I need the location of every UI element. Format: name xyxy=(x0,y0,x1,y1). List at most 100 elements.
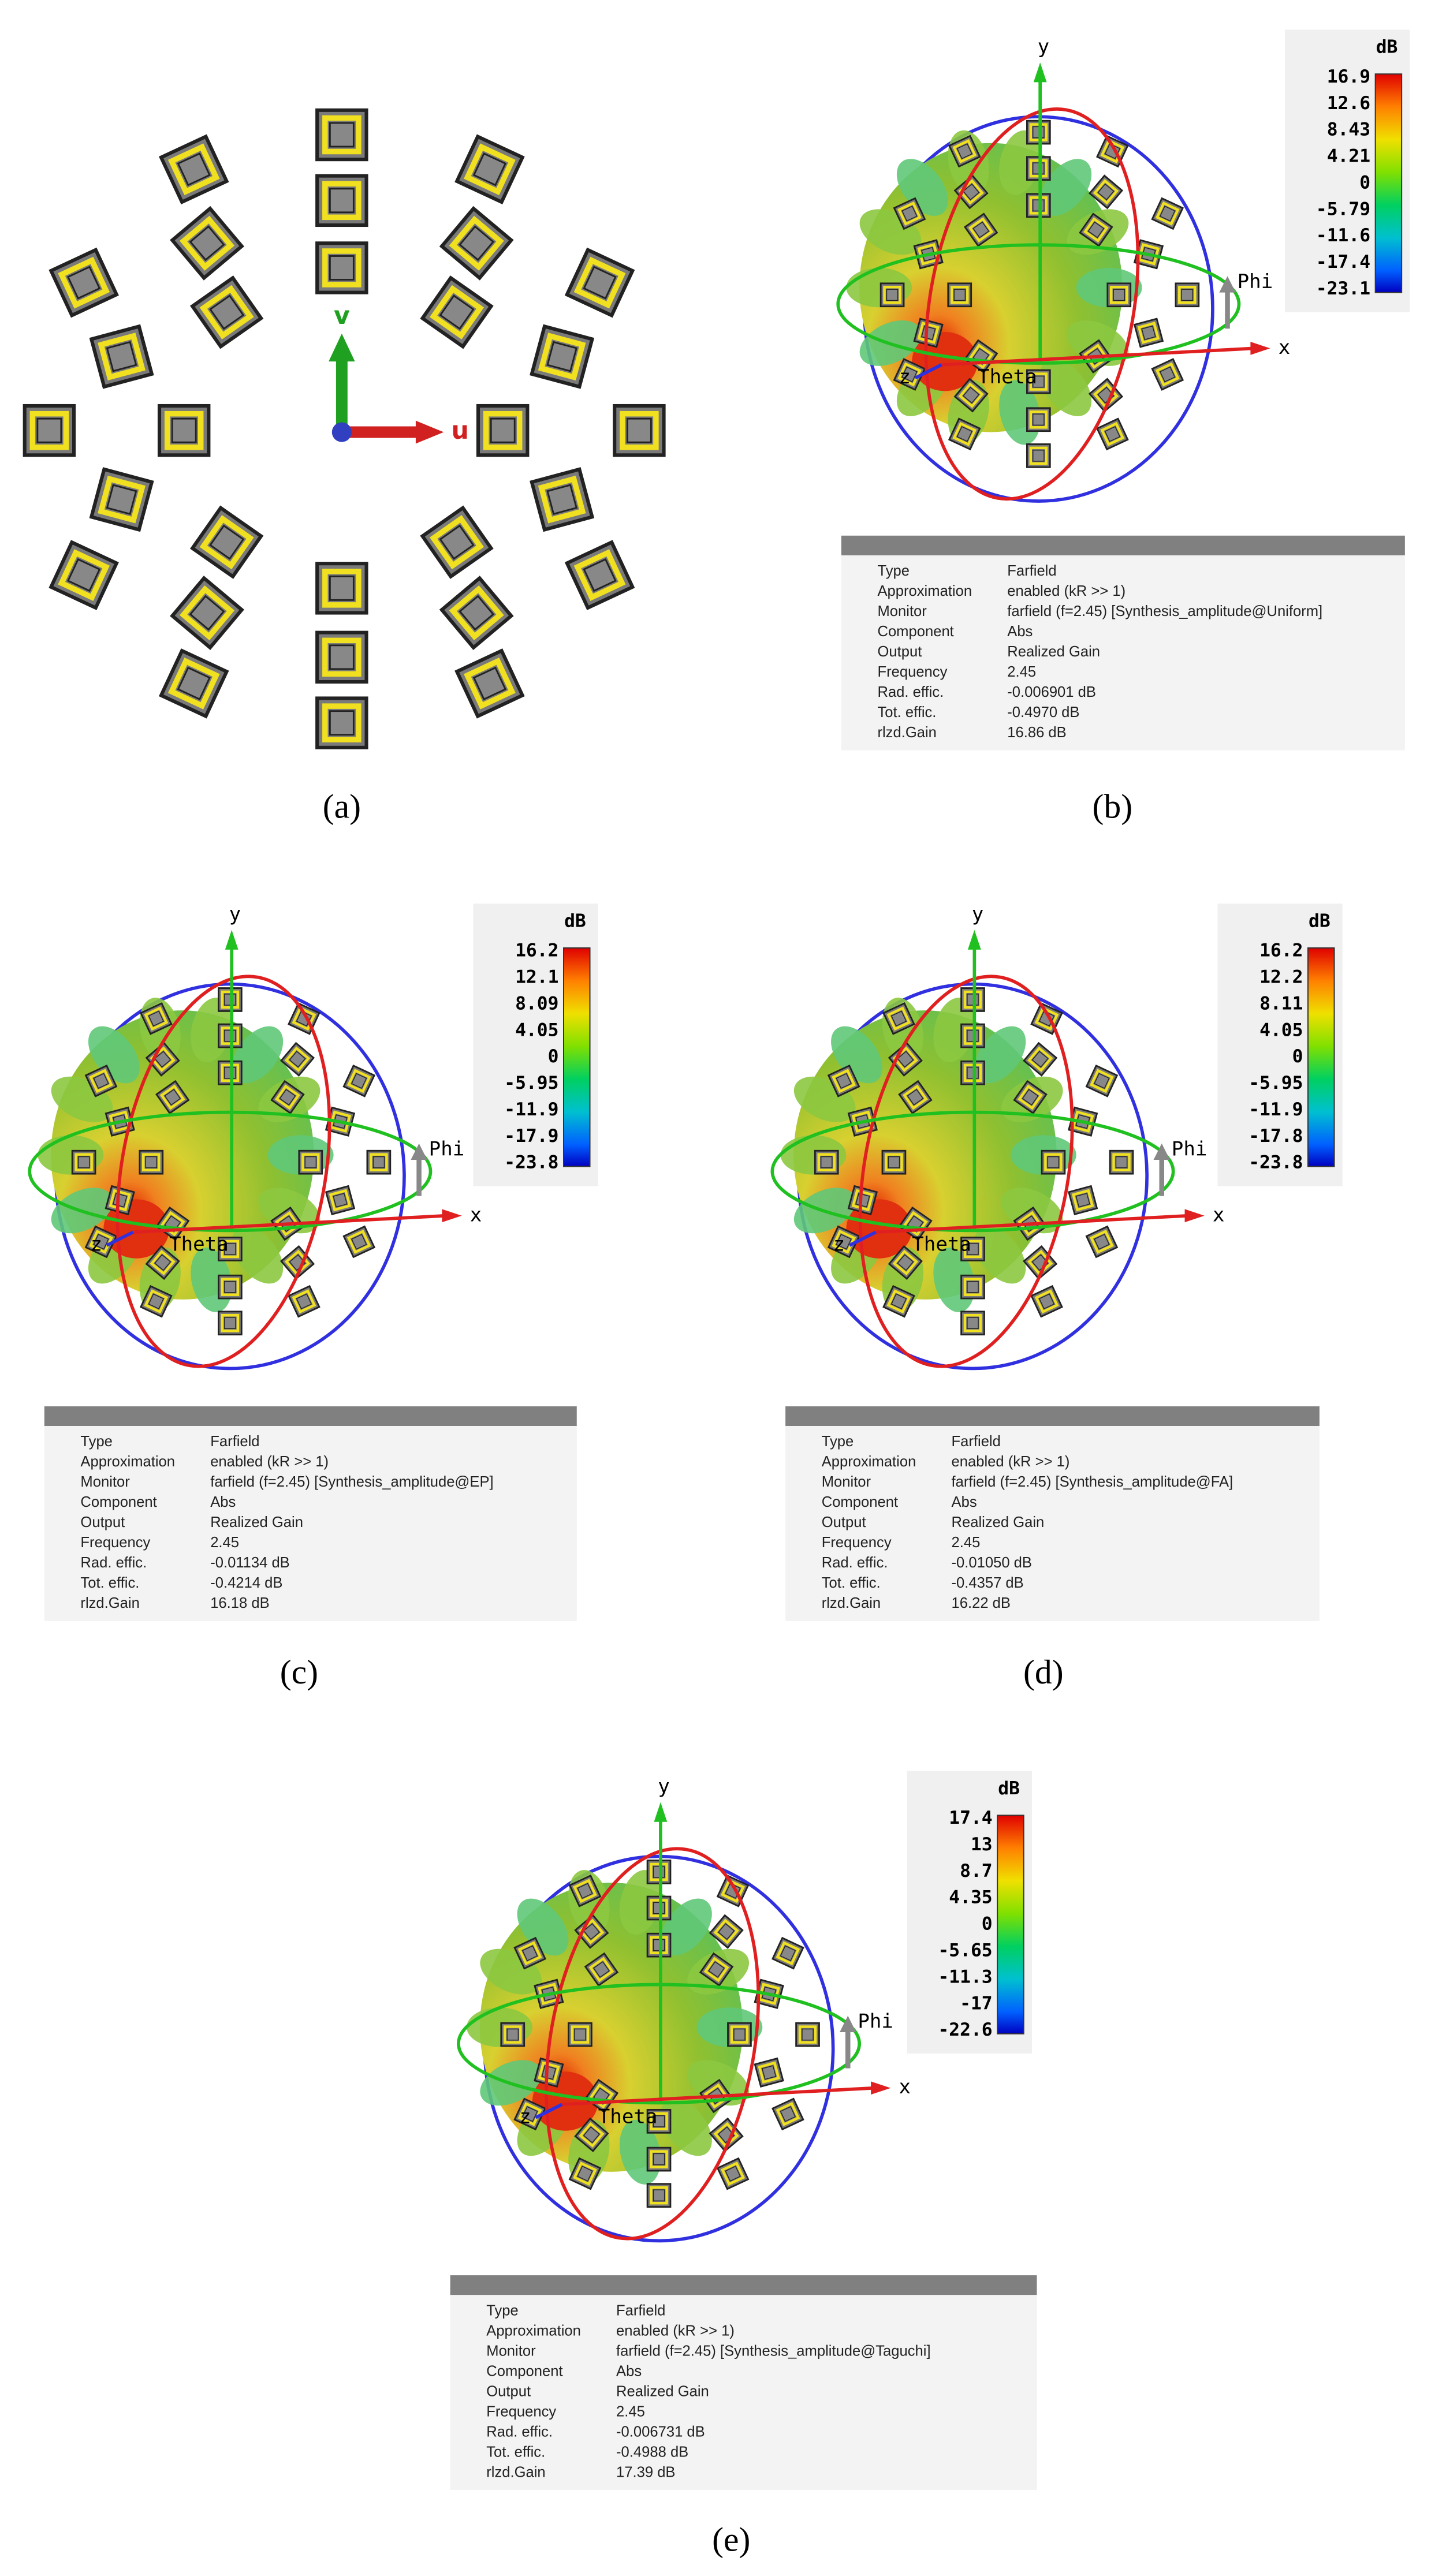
panel-label: (d) xyxy=(1023,1653,1064,1691)
colorbar-tick: 0 xyxy=(982,1914,993,1935)
element-ring xyxy=(538,333,586,380)
antenna-element xyxy=(530,467,595,532)
antenna-element xyxy=(315,174,368,227)
info-value: 16.18 dB xyxy=(210,1595,269,1611)
element-ring xyxy=(579,2122,605,2148)
colorbar-tick: -17.4 xyxy=(1316,252,1370,272)
element-ring xyxy=(98,333,146,380)
antenna-element xyxy=(947,282,972,308)
element-inner xyxy=(890,1293,907,1309)
phi-label: Phi xyxy=(1238,270,1273,293)
colorbar-tick: 13 xyxy=(971,1834,993,1855)
element-ring xyxy=(950,286,969,304)
element-inner xyxy=(351,1073,367,1089)
phi-label: Phi xyxy=(429,1137,465,1160)
antenna-element xyxy=(888,1245,923,1280)
element-inner xyxy=(653,2189,665,2201)
antenna-element xyxy=(454,648,525,719)
antenna-element xyxy=(325,1185,356,1216)
antenna-element xyxy=(145,1245,180,1280)
antenna-element xyxy=(439,206,514,281)
element-ring xyxy=(886,1289,911,1314)
element-ring xyxy=(1112,1153,1131,1171)
antenna-element xyxy=(1079,212,1113,247)
colorbar-tick: 0 xyxy=(1292,1046,1303,1067)
info-key: Frequency xyxy=(80,1535,150,1551)
element-ring xyxy=(292,1006,316,1031)
info-value: 16.86 dB xyxy=(1007,725,1066,741)
info-value: Farfield xyxy=(616,2302,665,2319)
element-inner xyxy=(725,2166,741,2182)
antenna-element xyxy=(420,505,494,579)
element-ring xyxy=(167,143,220,196)
antenna-element xyxy=(315,241,368,294)
element-ring xyxy=(167,658,220,710)
x-axis xyxy=(561,2086,874,2107)
antenna-element xyxy=(170,206,244,281)
red-circle xyxy=(115,975,331,1368)
antenna-element xyxy=(646,2183,672,2208)
y-arrow xyxy=(1033,62,1047,83)
antenna-element xyxy=(882,1002,915,1035)
antenna-element xyxy=(881,1149,907,1175)
element-ring xyxy=(1018,1084,1043,1110)
element-inner xyxy=(901,366,918,383)
colorbar-tick: -17 xyxy=(960,1993,993,2014)
element-inner xyxy=(718,1923,735,1940)
theta-label: Theta xyxy=(978,365,1037,389)
x-label: x xyxy=(1279,336,1291,359)
info-value: 17.39 dB xyxy=(616,2464,675,2480)
antenna-element xyxy=(158,648,229,719)
info-header xyxy=(785,1406,1320,1427)
pattern-lobe xyxy=(1040,359,1092,416)
element-inner xyxy=(329,575,355,601)
antenna-element xyxy=(315,630,368,684)
element-ring xyxy=(517,1941,542,1966)
colorbar-tick: 4.05 xyxy=(1259,1020,1303,1040)
element-ring xyxy=(968,217,994,243)
info-value: Abs xyxy=(1007,624,1033,640)
element-inner xyxy=(780,2106,796,2122)
antenna-element xyxy=(1026,443,1051,468)
theta-label: Theta xyxy=(169,1233,229,1256)
element-ring xyxy=(798,2025,817,2044)
colorbar-unit: dB xyxy=(998,1778,1020,1799)
antenna-element xyxy=(1151,197,1184,230)
element-inner xyxy=(780,1945,796,1961)
element-ring xyxy=(573,549,626,601)
element-inner xyxy=(209,294,245,330)
info-key: Rad. effic. xyxy=(486,2424,553,2440)
element-inner xyxy=(506,2028,519,2041)
element-ring xyxy=(58,256,110,309)
antenna-element xyxy=(157,404,211,457)
element-ring xyxy=(963,1240,982,1259)
y-label: y xyxy=(1038,35,1050,58)
info-value: Farfield xyxy=(1007,563,1056,579)
info-key: Monitor xyxy=(822,1474,871,1490)
element-ring xyxy=(346,1069,371,1093)
element-inner xyxy=(522,1945,538,1961)
antenna-element xyxy=(155,1080,190,1115)
z-label: z xyxy=(833,1233,845,1256)
antenna-element xyxy=(366,1149,392,1175)
info-key: Monitor xyxy=(877,603,927,619)
z-label: z xyxy=(899,365,911,389)
element-inner xyxy=(209,524,245,560)
element-ring xyxy=(1034,1289,1059,1314)
element-ring xyxy=(301,1153,320,1171)
element-ring xyxy=(144,1006,169,1031)
antenna-element xyxy=(1026,369,1051,394)
element-inner xyxy=(821,1156,833,1168)
element-ring xyxy=(58,549,110,601)
info-key: Rad. effic. xyxy=(877,684,944,700)
element-ring xyxy=(958,382,984,408)
info-key: Monitor xyxy=(486,2343,536,2359)
element-ring xyxy=(464,658,516,710)
info-key: Approximation xyxy=(822,1454,916,1470)
element-inner xyxy=(154,1254,172,1271)
antenna-element xyxy=(893,358,926,391)
antenna-element xyxy=(1030,1285,1063,1318)
element-ring xyxy=(29,410,69,450)
origin xyxy=(331,422,352,442)
